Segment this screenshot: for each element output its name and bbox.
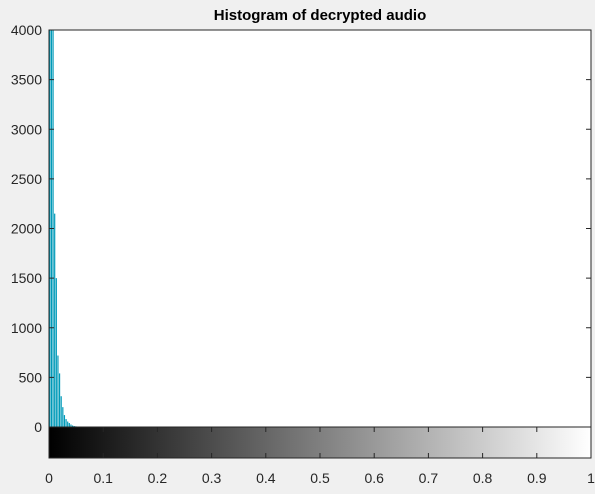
x-tick-label: 0.6 — [364, 470, 384, 486]
x-tick-label: 0.9 — [527, 470, 547, 486]
y-tick-label: 0 — [34, 419, 42, 435]
x-tick-label: 0.4 — [256, 470, 276, 486]
x-axis: 0 0.1 0.2 0.3 0.4 0.5 0.6 0.7 0.8 0.9 1 — [45, 427, 595, 486]
y-tick-label: 1500 — [11, 270, 42, 286]
histogram-bar — [57, 355, 59, 427]
x-tick-label: 1 — [587, 470, 595, 486]
y-tick-label: 2000 — [11, 221, 42, 237]
x-tick-label: 0.1 — [93, 470, 113, 486]
x-tick-label: 0.2 — [148, 470, 168, 486]
histogram-bar — [70, 424, 72, 427]
x-tick-label: 0.8 — [473, 470, 493, 486]
x-tick-label: 0.3 — [202, 470, 222, 486]
y-tick-label: 4000 — [11, 22, 42, 38]
histogram-bar — [55, 278, 57, 428]
histogram-bar — [60, 396, 62, 427]
y-tick-label: 2500 — [11, 171, 42, 187]
histogram-bar — [54, 213, 56, 427]
plot-area — [49, 30, 591, 427]
y-tick-label: 500 — [19, 369, 43, 385]
histogram-bar — [58, 373, 61, 427]
x-tick-label: 0.7 — [419, 470, 439, 486]
x-tick-label: 0.5 — [310, 470, 330, 486]
histogram-bar — [65, 419, 67, 427]
y-tick-label: 3500 — [11, 72, 42, 88]
y-tick-label: 3000 — [11, 121, 42, 137]
histogram-bar — [71, 425, 74, 427]
histogram-bar — [68, 423, 70, 427]
x-tick-label: 0 — [45, 470, 53, 486]
chart-title: Histogram of decrypted audio — [213, 7, 427, 24]
histogram-bar — [63, 415, 66, 427]
y-axis: 0 500 1000 1500 2000 2500 3000 3500 4000 — [11, 22, 591, 435]
y-tick-label: 1000 — [11, 320, 42, 336]
histogram-bar — [67, 421, 69, 427]
histogram-bar — [62, 407, 64, 427]
